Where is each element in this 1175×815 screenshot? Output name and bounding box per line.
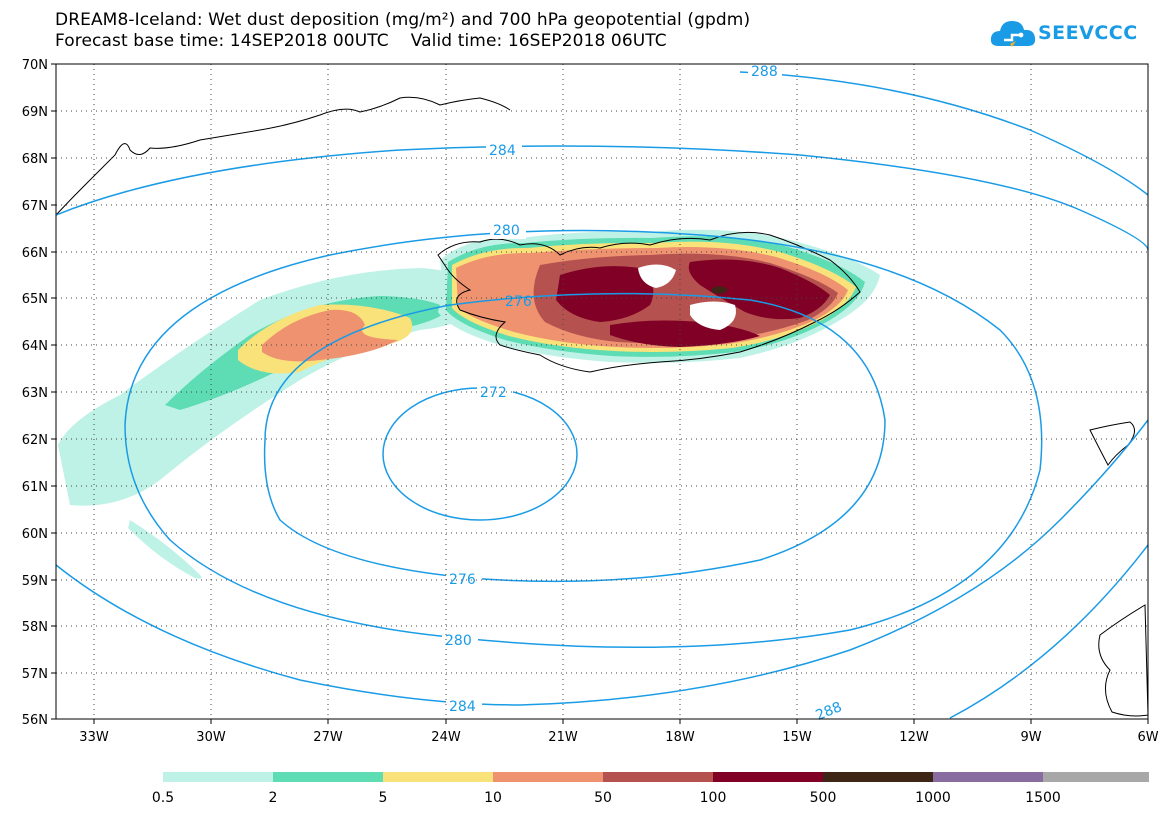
graticule xyxy=(56,64,1148,719)
contour-label-284-north: 284 xyxy=(489,143,516,159)
dust-deposition-field xyxy=(58,229,880,579)
logo-text: SEEVCCC xyxy=(1038,22,1138,44)
legend-swatch-4 xyxy=(603,772,713,782)
plume-band-10 xyxy=(262,309,398,362)
legend-label: 1500 xyxy=(1025,790,1061,806)
legend-label: 2 xyxy=(269,790,278,806)
legend-swatch-1 xyxy=(273,772,383,782)
contour-label-276-north: 276 xyxy=(505,294,532,310)
contour-288-north xyxy=(739,71,1149,196)
iceland-band-100-east xyxy=(688,259,830,320)
lat-label: 61N xyxy=(22,480,48,495)
axis-ticks xyxy=(51,63,1149,724)
contour-288-south xyxy=(949,544,1149,719)
legend-label: 1000 xyxy=(915,790,951,806)
scotland-coast xyxy=(1098,604,1149,717)
lon-label: 33W xyxy=(79,730,109,745)
map-title: DREAM8-Iceland: Wet dust deposition (mg/… xyxy=(55,10,751,30)
cloud-icon xyxy=(990,21,1036,47)
legend-label: 500 xyxy=(810,790,837,806)
legend-label: 0.5 xyxy=(152,790,174,806)
dark-spot xyxy=(712,286,728,294)
legend-swatch-2 xyxy=(383,772,493,782)
legend-swatch-5 xyxy=(713,772,823,782)
latitude-labels: 70N 69N 68N 67N 66N 65N 64N 63N 62N 61N … xyxy=(22,58,48,728)
legend-label: 50 xyxy=(594,790,612,806)
contour-label-288-north: 288 xyxy=(751,64,778,80)
lon-label: 15W xyxy=(782,730,812,745)
lat-label: 56N xyxy=(22,713,48,728)
seevccc-logo: SEEVCCC xyxy=(990,14,1170,54)
legend-label: 100 xyxy=(700,790,727,806)
legend-swatch-0 xyxy=(163,772,273,782)
legend-swatch-8 xyxy=(1043,772,1149,782)
contour-284 xyxy=(56,145,1149,251)
contour-284-south xyxy=(56,419,1149,706)
lat-label: 60N xyxy=(22,527,48,542)
lat-label: 62N xyxy=(22,433,48,448)
contour-label-276-south: 276 xyxy=(449,572,476,588)
legend-swatch-6 xyxy=(823,772,933,782)
greenland-coast xyxy=(56,96,511,216)
glacier-gap-1 xyxy=(638,264,676,288)
lat-label: 63N xyxy=(22,386,48,401)
longitude-labels: 33W 30W 27W 24W 21W 18W 15W 12W 9W 6W xyxy=(79,730,1158,745)
lon-label: 30W xyxy=(196,730,226,745)
geopotential-contours xyxy=(56,71,1149,719)
map-subtitle: Forecast base time: 14SEP2018 00UTC Vali… xyxy=(55,31,667,51)
lat-label: 58N xyxy=(22,620,48,635)
lon-label: 9W xyxy=(1020,730,1041,745)
legend-label: 5 xyxy=(379,790,388,806)
lon-label: 18W xyxy=(665,730,695,745)
lon-label: 21W xyxy=(548,730,578,745)
contour-276 xyxy=(263,292,886,583)
coastlines xyxy=(56,96,1149,717)
legend-label: 10 xyxy=(484,790,502,806)
lat-label: 69N xyxy=(22,105,48,120)
lat-label: 65N xyxy=(22,292,48,307)
legend-colorbar: 0.5 2 5 10 50 100 500 1000 1500 xyxy=(152,772,1149,806)
lat-label: 70N xyxy=(22,58,48,73)
lat-label: 67N xyxy=(22,199,48,214)
legend-swatch-3 xyxy=(493,772,603,782)
glacier-gap-2 xyxy=(690,301,736,330)
lat-label: 68N xyxy=(22,152,48,167)
contour-label-288-south: 288 xyxy=(813,699,844,724)
contour-280 xyxy=(124,229,1043,649)
lat-label: 59N xyxy=(22,574,48,589)
contour-label-280-north: 280 xyxy=(493,223,520,239)
lat-label: 64N xyxy=(22,339,48,354)
lon-label: 12W xyxy=(899,730,929,745)
iceland-coast xyxy=(437,231,861,373)
lon-label: 24W xyxy=(431,730,461,745)
lon-label: 27W xyxy=(313,730,343,745)
contour-labels: 288 284 280 276 272 276 280 284 288 xyxy=(442,62,844,724)
lon-label: 6W xyxy=(1137,730,1158,745)
faroe-coast xyxy=(1089,421,1135,466)
contour-label-280-south: 280 xyxy=(445,633,472,649)
plume-band-0.5-tail xyxy=(128,520,202,579)
lat-label: 57N xyxy=(22,667,48,682)
lat-label: 66N xyxy=(22,246,48,261)
contour-label-284-south: 284 xyxy=(449,699,476,715)
legend-swatch-7 xyxy=(933,772,1043,782)
contour-label-272: 272 xyxy=(480,385,507,401)
contour-272 xyxy=(382,387,578,521)
